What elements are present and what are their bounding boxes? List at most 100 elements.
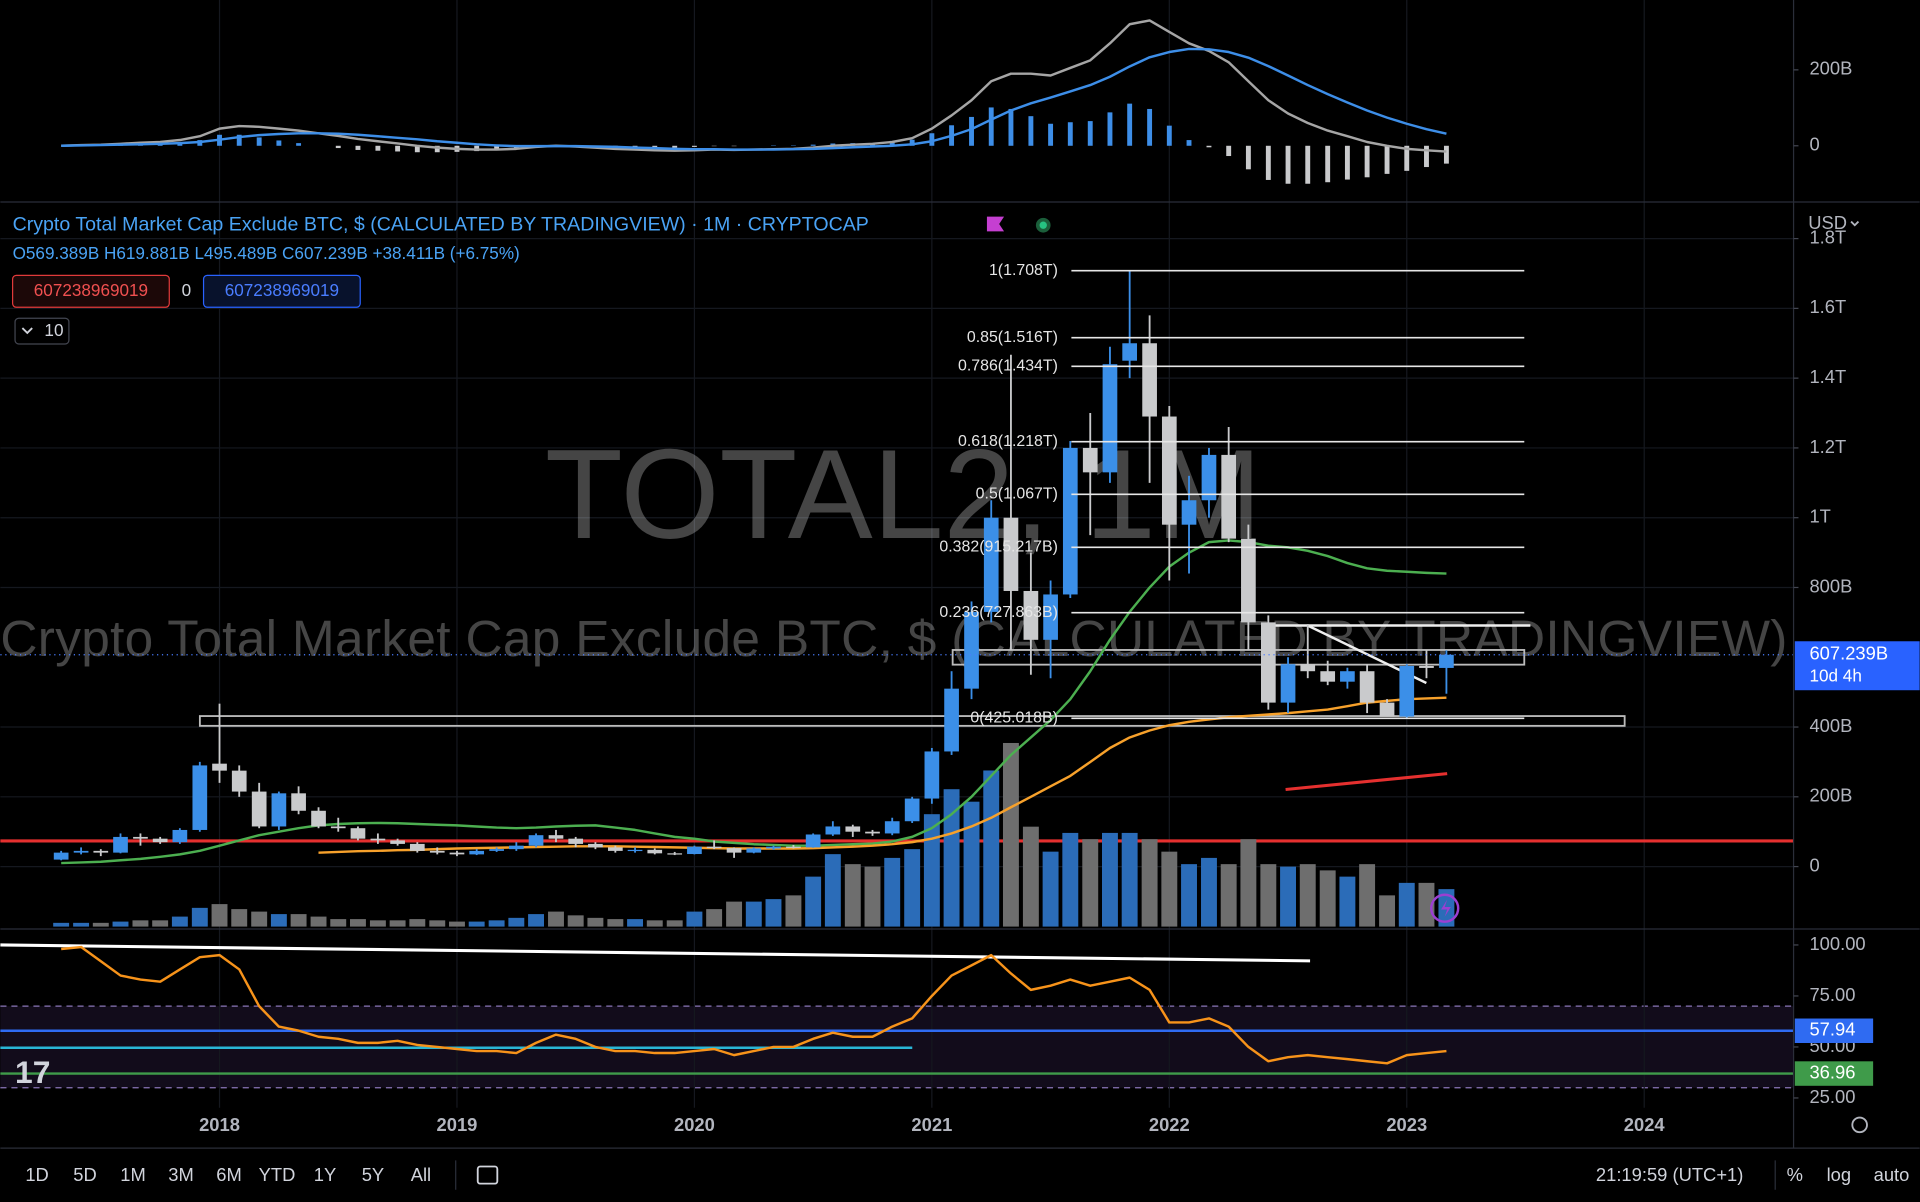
candle-body — [1201, 454, 1217, 501]
histogram-bar — [672, 145, 678, 148]
candle-body — [1161, 416, 1177, 525]
candle-body — [1102, 364, 1118, 473]
currency[interactable]: USD — [1808, 212, 1847, 233]
indicator-toggle[interactable] — [14, 317, 70, 345]
candle-body — [805, 834, 821, 848]
candle-body — [983, 517, 999, 612]
line — [61, 47, 1447, 151]
y-tick-label: 1.8T — [1809, 226, 1846, 247]
candle-body — [706, 846, 722, 849]
chevron-icon[interactable] — [21, 327, 33, 335]
volume-bar — [1339, 876, 1356, 927]
range-button[interactable]: All — [411, 1164, 431, 1185]
histogram-bar — [335, 145, 341, 149]
volume-bar — [211, 904, 228, 927]
y-tick-label: 25.00 — [1809, 1086, 1855, 1107]
volume-bar — [943, 789, 960, 927]
line — [318, 696, 1447, 854]
y-tick-label: 100.00 — [1809, 933, 1865, 954]
alert-icon[interactable] — [1430, 893, 1460, 923]
sell-price[interactable]: 607238969019 — [34, 280, 148, 300]
range-button[interactable]: 5D — [73, 1164, 96, 1185]
candle-body — [172, 829, 188, 843]
volume-bar — [73, 922, 90, 927]
candle-body — [924, 751, 940, 799]
candle-body — [429, 850, 445, 853]
range-button[interactable]: 5Y — [362, 1164, 384, 1185]
histogram-bar — [1325, 145, 1331, 183]
x-tick-label: 2022 — [1149, 1114, 1190, 1135]
histogram-bar — [1404, 145, 1410, 171]
fib-label: 0.618(1.218T) — [958, 433, 1058, 450]
candle-body — [1003, 517, 1019, 591]
drawn-rectangle — [951, 649, 1526, 666]
candle-body — [73, 850, 89, 853]
y-tick-label: 200B — [1809, 58, 1852, 79]
volume-bar — [805, 876, 822, 927]
histogram-bar — [1186, 140, 1192, 146]
histogram-bar — [1028, 116, 1034, 146]
scale-option[interactable]: % — [1787, 1164, 1803, 1185]
volume-bar — [607, 919, 624, 927]
settings-icon[interactable] — [1851, 1116, 1868, 1134]
indicator-count[interactable]: 10 — [44, 320, 63, 340]
buy-button[interactable] — [202, 274, 361, 308]
candle-body — [251, 791, 267, 827]
candle-body — [667, 853, 683, 855]
range-button[interactable]: 1D — [25, 1164, 48, 1185]
volume-bar — [1201, 857, 1217, 927]
y-tick-label: 0 — [1809, 854, 1819, 875]
volume-bar — [53, 922, 70, 927]
currency-chevron[interactable] — [1850, 220, 1860, 227]
flag-icon[interactable] — [986, 216, 1005, 232]
buy-price[interactable]: 607238969019 — [225, 280, 339, 300]
logo: 17 — [15, 1054, 50, 1090]
volume-bar — [152, 920, 169, 927]
status-dot-inner — [1039, 221, 1047, 229]
histogram-bar — [1226, 145, 1232, 157]
x-tick-label: 2020 — [674, 1114, 715, 1135]
histogram-bar — [1067, 122, 1073, 146]
line — [61, 945, 1447, 1065]
candle-body — [1221, 454, 1237, 539]
range-button[interactable]: 1Y — [314, 1164, 336, 1185]
range-button[interactable]: YTD — [259, 1164, 296, 1185]
candle-body — [409, 843, 425, 851]
range-button[interactable]: 6M — [216, 1164, 242, 1185]
line — [61, 539, 1447, 865]
volume-bar — [587, 917, 604, 927]
candle-body — [390, 840, 405, 844]
histogram-bar — [1443, 145, 1449, 164]
volume-bar — [1220, 864, 1237, 927]
x-tick-label: 2024 — [1624, 1114, 1666, 1135]
volume-bar — [1121, 832, 1138, 927]
volume-bar — [1260, 864, 1277, 927]
histogram-bar — [1107, 112, 1113, 146]
last-price-label: 607.239B — [1809, 643, 1888, 664]
volume-bar — [923, 814, 940, 927]
volume-bar — [270, 914, 287, 927]
level-label: 57.94 — [1809, 1019, 1855, 1040]
date-range-icon[interactable] — [476, 1165, 499, 1185]
fib-label: 1(1.708T) — [989, 262, 1058, 279]
histogram-bar — [1245, 145, 1251, 170]
alert-bolt[interactable] — [1441, 899, 1451, 917]
x-tick-label: 2021 — [911, 1114, 952, 1135]
candle-body — [1340, 671, 1355, 682]
scale-option[interactable]: auto — [1874, 1164, 1910, 1185]
candle-body — [1439, 654, 1454, 668]
volume-bar — [1319, 870, 1336, 927]
histogram-bar — [810, 144, 816, 146]
candle-body — [568, 838, 584, 844]
range-button[interactable]: 3M — [168, 1164, 194, 1185]
candle-body — [489, 849, 504, 851]
range-button[interactable]: 1M — [120, 1164, 146, 1185]
scale-option[interactable]: log — [1827, 1164, 1852, 1185]
watermark-name: Crypto Total Market Cap Exclude BTC, $ (… — [0, 609, 1787, 667]
volume-bar — [646, 920, 663, 927]
volume-bar — [449, 921, 465, 927]
volume-bar — [706, 909, 723, 927]
sell-button[interactable] — [11, 274, 170, 308]
candle-body — [1122, 343, 1138, 361]
histogram-bar — [1344, 145, 1350, 180]
